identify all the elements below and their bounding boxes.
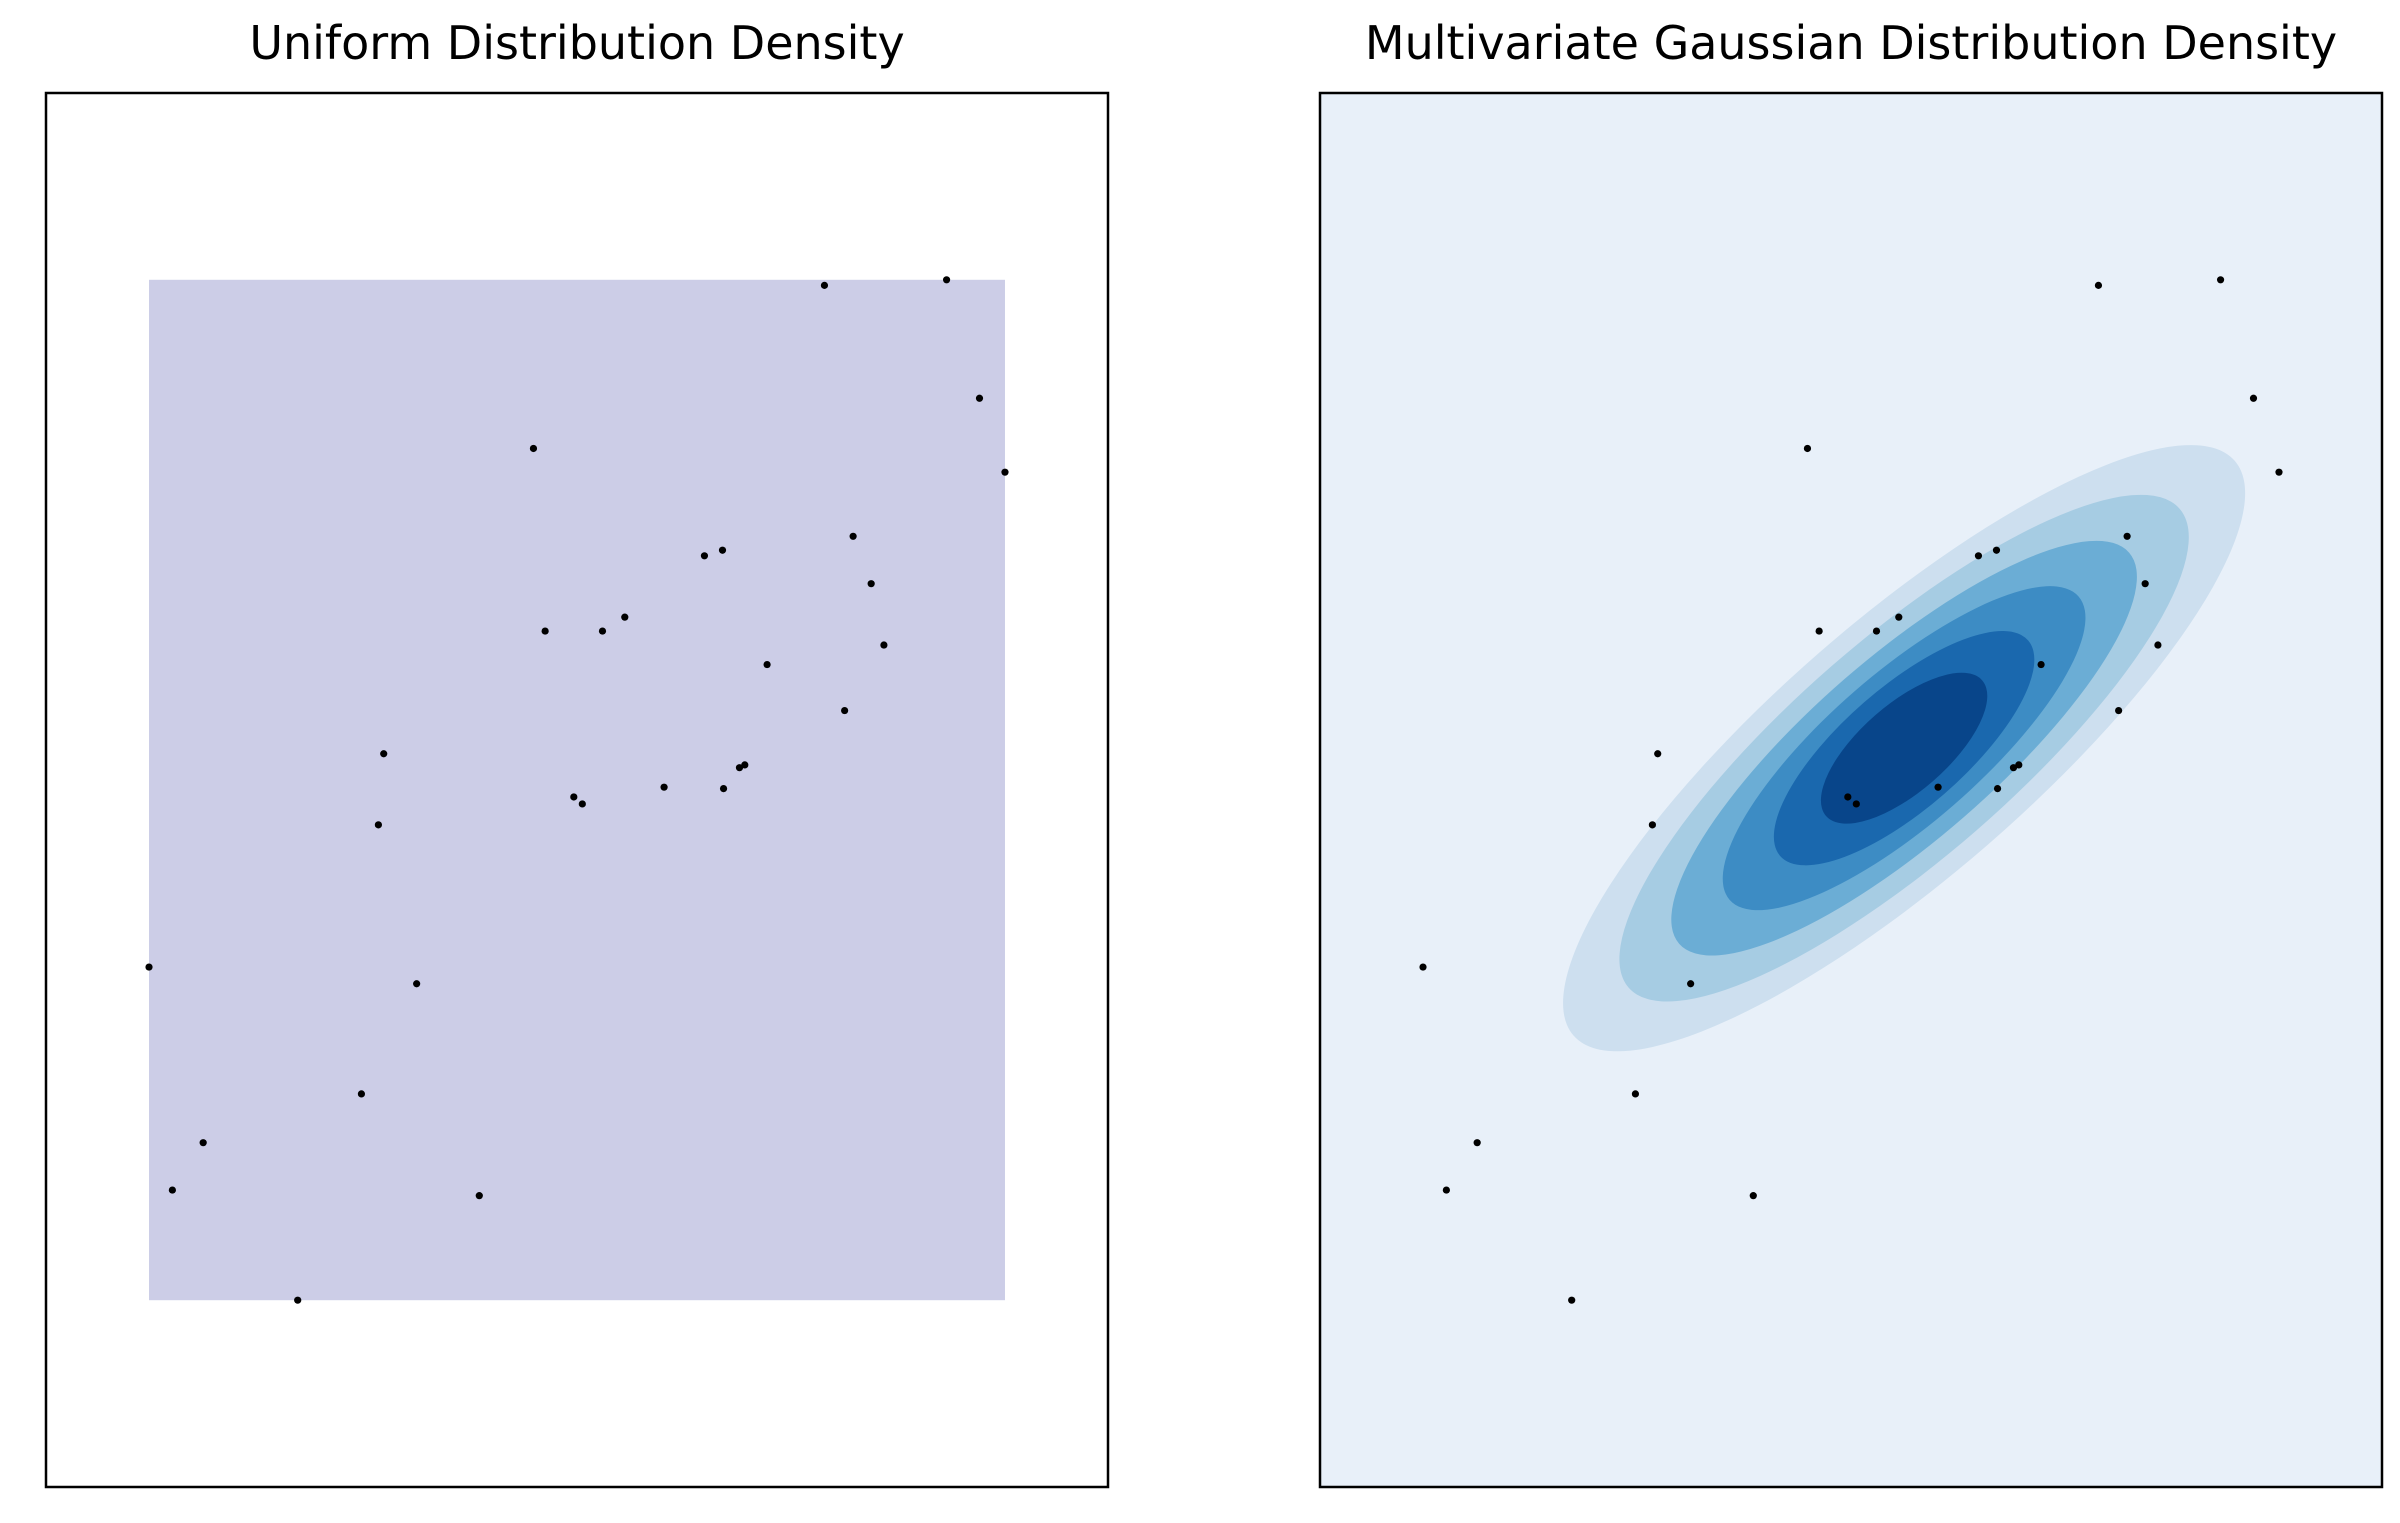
gaussian-point-4: [1568, 1296, 1576, 1304]
gaussian-point-9: [1749, 1192, 1757, 1200]
gaussian-point-14: [1872, 627, 1881, 635]
uniform-point-8: [413, 980, 421, 988]
uniform-point-5: [357, 1090, 366, 1098]
gaussian-point-1: [1419, 963, 1427, 971]
gaussian-point-28: [2216, 276, 2225, 284]
uniform-point-22: [763, 660, 771, 669]
uniform-point-1: [145, 963, 153, 971]
gaussian-point-2: [1442, 1186, 1450, 1194]
uniform-point-20: [735, 764, 744, 772]
uniform-point-16: [660, 783, 668, 791]
uniform-point-18: [718, 546, 727, 554]
gaussian-point-30: [2275, 468, 2283, 476]
uniform-point-2: [168, 1186, 176, 1194]
uniform-point-17: [700, 552, 709, 560]
gaussian-point-10: [1803, 444, 1812, 453]
gaussian-point-25: [2123, 532, 2131, 540]
uniform-point-25: [849, 532, 857, 540]
uniform-chart-title: Uniform Distribution Density: [249, 16, 905, 70]
gaussian-point-11: [1815, 627, 1823, 635]
uniform-point-9: [475, 1192, 483, 1200]
gaussian-point-13: [1852, 800, 1860, 808]
uniform-point-7: [380, 750, 388, 758]
uniform-point-24: [841, 706, 849, 715]
uniform-point-21: [741, 761, 749, 769]
uniform-point-28: [942, 276, 951, 284]
gaussian-point-21: [2015, 761, 2023, 769]
uniform-point-14: [598, 627, 607, 635]
uniform-point-19: [719, 785, 728, 793]
uniform-point-27: [880, 641, 888, 649]
gaussian-point-17: [1974, 552, 1983, 560]
uniform-point-30: [1001, 468, 1009, 476]
uniform-point-13: [578, 800, 586, 808]
gaussian-point-6: [1648, 821, 1657, 829]
uniform-point-4: [294, 1296, 302, 1304]
gaussian-point-7: [1654, 750, 1662, 758]
uniform-point-6: [374, 821, 383, 829]
uniform-density-region: [149, 279, 1005, 1301]
uniform-point-11: [541, 627, 549, 635]
gaussian-point-8: [1687, 980, 1695, 988]
uniform-point-15: [621, 613, 629, 621]
gaussian-point-23: [2094, 281, 2103, 289]
uniform-point-26: [867, 580, 875, 588]
uniform-plot-area: [44, 91, 1110, 1489]
uniform-point-12: [570, 793, 578, 801]
gaussian-point-15: [1895, 613, 1903, 621]
gaussian-point-18: [1992, 546, 2001, 554]
gaussian-point-24: [2115, 706, 2123, 715]
gaussian-point-27: [2154, 641, 2162, 649]
gaussian-chart-title: Multivariate Gaussian Distribution Densi…: [1364, 16, 2338, 70]
gaussian-point-22: [2037, 660, 2045, 669]
gaussian-point-5: [1631, 1090, 1640, 1098]
uniform-point-23: [820, 281, 829, 289]
gaussian-point-12: [1844, 793, 1852, 801]
gaussian-point-20: [2009, 764, 2018, 772]
gaussian-point-26: [2141, 580, 2149, 588]
gaussian-contour-level-6: [1820, 672, 1988, 824]
uniform-plot-frame: [44, 91, 1110, 1489]
gaussian-point-29: [2249, 394, 2258, 402]
gaussian-plot-frame: [1318, 91, 2384, 1489]
uniform-point-29: [975, 394, 984, 402]
gaussian-point-16: [1934, 783, 1942, 791]
gaussian-point-19: [1993, 785, 2002, 793]
gaussian-point-3: [1473, 1139, 1481, 1147]
uniform-point-3: [199, 1139, 207, 1147]
gaussian-plot-area: [1318, 91, 2384, 1489]
uniform-point-10: [529, 444, 538, 453]
